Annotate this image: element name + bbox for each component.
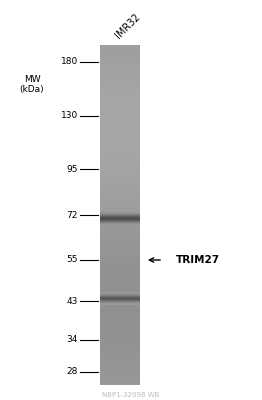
Text: IMR32: IMR32 (113, 11, 142, 40)
Text: 130: 130 (61, 112, 78, 120)
Text: 43: 43 (67, 296, 78, 306)
Text: NBP1-32098 WB: NBP1-32098 WB (102, 392, 160, 398)
Text: 95: 95 (67, 164, 78, 174)
Text: 34: 34 (67, 336, 78, 344)
Text: 55: 55 (67, 256, 78, 264)
Text: TRIM27: TRIM27 (176, 255, 220, 265)
Text: 180: 180 (61, 58, 78, 66)
Text: 72: 72 (67, 210, 78, 220)
Text: MW
(kDa): MW (kDa) (20, 75, 44, 94)
Text: 28: 28 (67, 368, 78, 376)
